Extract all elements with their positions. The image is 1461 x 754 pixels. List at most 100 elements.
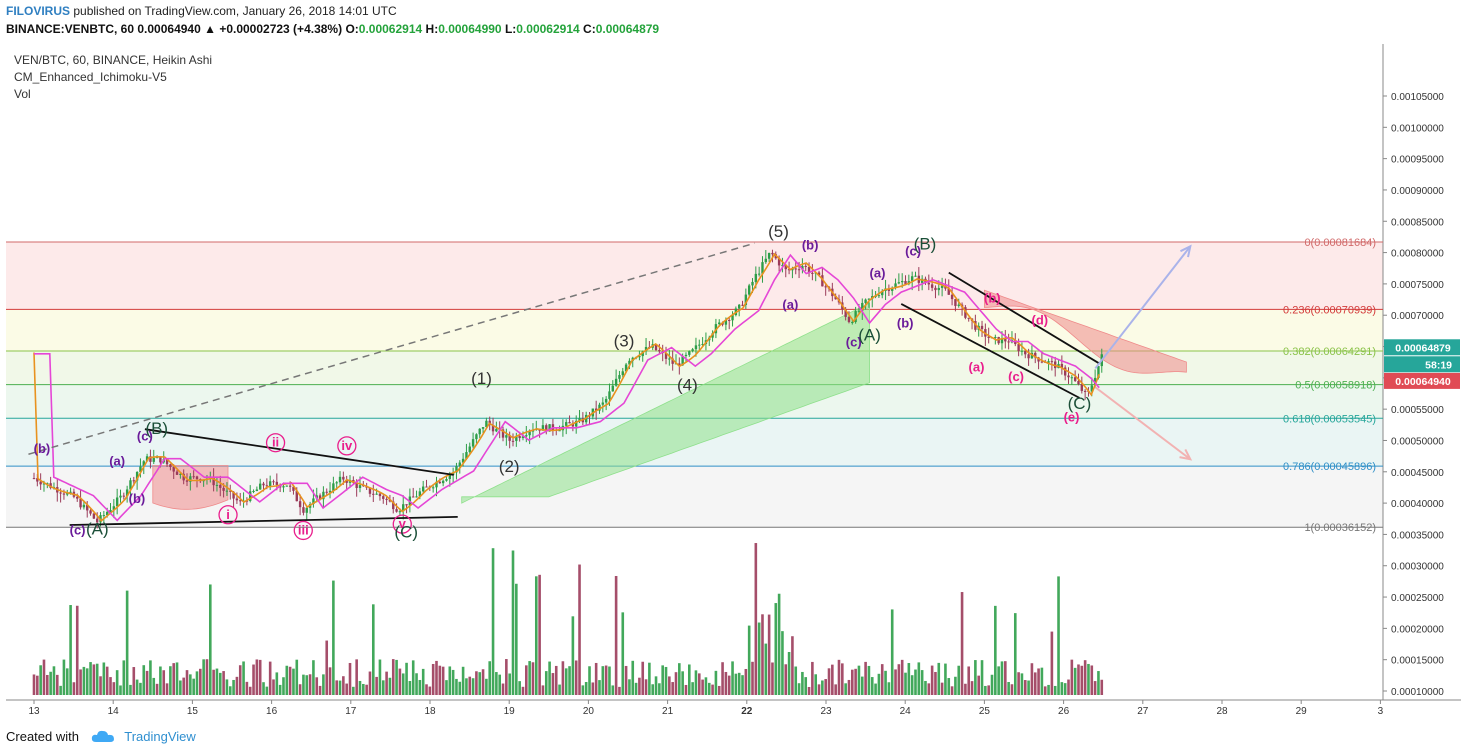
candle-body: [215, 484, 219, 486]
wave-label: (c): [905, 244, 921, 259]
volume-bar: [731, 661, 734, 695]
candle-body: [741, 304, 744, 306]
volume-bar: [857, 665, 861, 695]
volume-bar: [518, 681, 521, 695]
volume-bar: [548, 661, 551, 695]
last-price: 0.00064940: [137, 22, 201, 36]
candle-body: [545, 425, 548, 432]
volume-bar: [874, 683, 877, 695]
volume-bar: [804, 677, 808, 695]
candle-body: [604, 398, 608, 403]
volume-bar: [1067, 679, 1070, 695]
legend-line: VEN/BTC, 60, BINANCE, Heikin Ashi: [14, 53, 212, 67]
candle-body: [42, 483, 46, 485]
volume-bar: [179, 680, 182, 695]
candle-body: [864, 299, 867, 303]
volume-bar: [471, 678, 475, 695]
candle-body: [767, 252, 771, 259]
volume-bar: [734, 673, 738, 695]
author-name[interactable]: FILOVIRUS: [6, 4, 71, 18]
candle-body: [165, 459, 169, 465]
y-tick-label: 0.00035000: [1391, 530, 1444, 541]
volume-bar: [315, 677, 319, 695]
candle-body: [152, 458, 155, 462]
candle-body: [159, 456, 162, 463]
tradingview-brand[interactable]: TradingView: [124, 729, 196, 744]
candle-body: [638, 356, 641, 358]
volume-bar: [1007, 682, 1010, 695]
volume-bar: [578, 564, 581, 695]
volume-bar: [115, 670, 119, 695]
wave-label: (3): [614, 332, 635, 351]
candle-body: [891, 287, 894, 291]
volume-bar: [215, 668, 219, 695]
candle-body: [817, 272, 821, 276]
wave-label: (b): [897, 316, 914, 331]
candle-body: [668, 358, 671, 360]
wave-label-circle: [392, 514, 412, 534]
volume-bar: [1027, 680, 1030, 695]
candle-body: [1090, 385, 1093, 392]
volume-bar: [275, 672, 279, 695]
candle-body: [119, 495, 122, 498]
x-tick-label: 29: [1296, 706, 1308, 717]
volume-bar: [1053, 685, 1057, 695]
candle-body: [392, 501, 395, 510]
candle-body: [624, 364, 628, 372]
candle-body: [1034, 352, 1037, 358]
volume-bar: [624, 665, 628, 695]
volume-bar: [784, 664, 788, 695]
wave-label: iv: [341, 438, 353, 453]
volume-bar: [704, 677, 708, 695]
volume-bar: [145, 670, 149, 695]
price-change: ▲ +0.00002723 (+4.38%): [204, 22, 343, 36]
candle-body: [255, 489, 259, 492]
volume-bar: [511, 550, 515, 695]
volume-bar: [445, 680, 448, 695]
wave-label: (4): [677, 375, 698, 394]
candle-body: [328, 490, 332, 493]
candle-body: [694, 345, 698, 350]
wave-label-circle: [265, 433, 286, 453]
fib-band-1: [6, 309, 1383, 351]
volume-bar: [169, 666, 172, 695]
volume-bar: [398, 668, 402, 695]
volume-bar: [455, 678, 458, 695]
volume-bar: [1063, 683, 1067, 695]
volume-bar: [408, 680, 412, 695]
candle-body: [372, 493, 375, 495]
y-tick-label: 0.00025000: [1391, 593, 1444, 604]
volume-bar: [1097, 671, 1100, 695]
volume-bar: [338, 680, 342, 695]
candle-body: [132, 480, 135, 482]
volume-bar: [378, 659, 382, 695]
volume-bar: [1057, 576, 1060, 695]
volume-bar: [192, 678, 195, 695]
high-label: H:: [425, 22, 439, 36]
volume-bar: [355, 659, 358, 695]
volume-bar: [405, 662, 408, 695]
candle-body: [684, 354, 688, 357]
volume-bar: [914, 669, 917, 695]
candle-body: [179, 473, 182, 475]
volume-bar: [701, 679, 704, 695]
volume-bar: [325, 640, 329, 695]
candle-body: [834, 296, 837, 300]
volume-bar: [262, 682, 265, 695]
candle-body: [235, 498, 239, 501]
symbol-name: BINANCE:VENBTC, 60: [6, 22, 135, 36]
volume-bar: [824, 679, 827, 695]
candle-body: [468, 446, 471, 453]
publish-info: published on TradingView.com, January 26…: [73, 4, 397, 18]
price-chart[interactable]: 0.00105000 0.00100000 0.00095000 0.00090000…: [0, 40, 1461, 720]
projection-up-arrow: [1094, 245, 1192, 370]
volume-bar: [468, 676, 472, 695]
volume-bar: [644, 679, 648, 695]
volume-bar: [694, 670, 698, 695]
volume-bar: [95, 663, 99, 695]
x-tick-label: 14: [108, 706, 120, 717]
candle-body: [135, 471, 139, 481]
candle-body: [325, 491, 328, 493]
volume-bar: [997, 666, 1000, 695]
volume-bar: [1060, 682, 1064, 695]
